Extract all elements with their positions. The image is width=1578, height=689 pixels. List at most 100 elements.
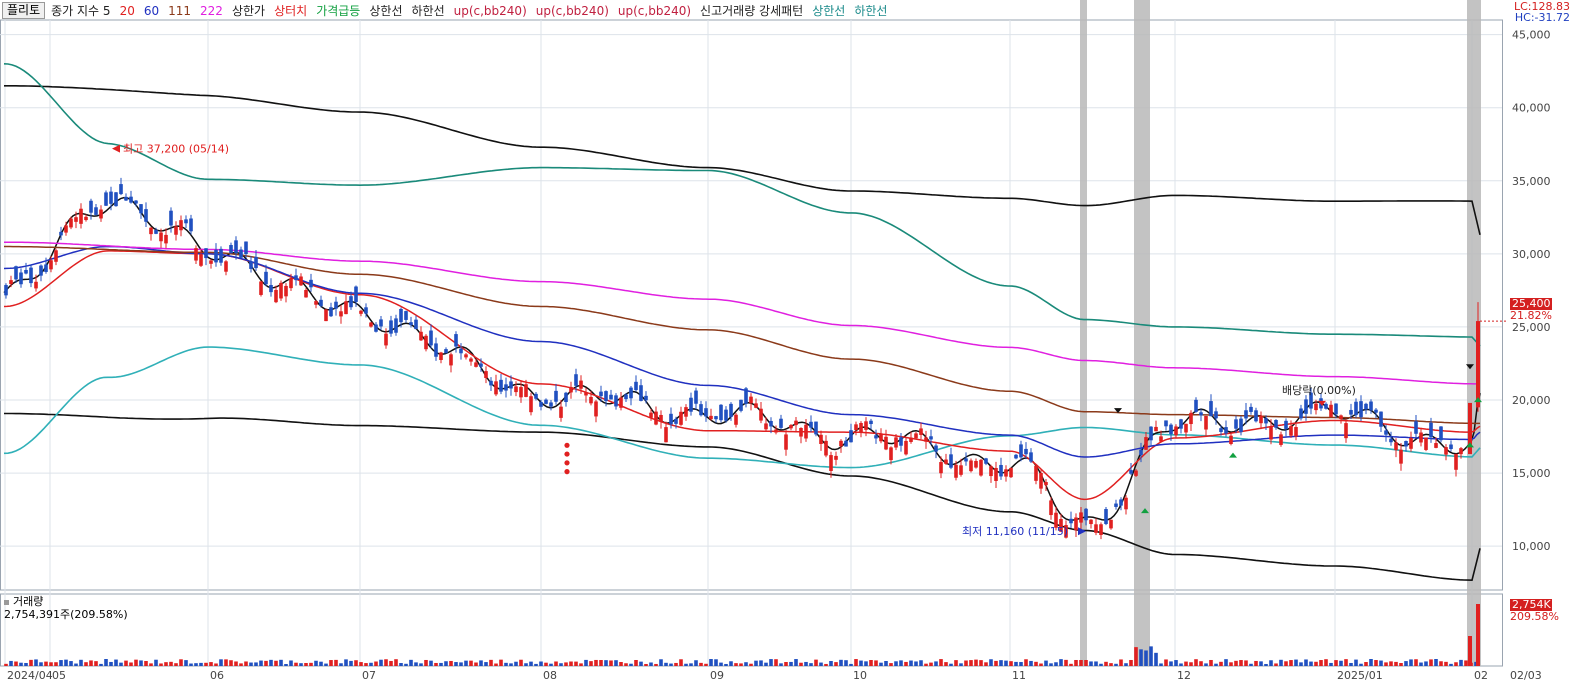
volume-bar <box>319 661 323 666</box>
volume-bar <box>469 660 473 666</box>
volume-bar <box>1024 659 1028 666</box>
volume-bar <box>1159 663 1163 666</box>
legend-item[interactable]: 222 <box>200 3 223 18</box>
candle-body <box>1279 434 1283 445</box>
volume-bar <box>544 662 548 666</box>
legend-item[interactable]: 종가 지수 5 <box>51 3 111 18</box>
candle-body <box>1144 437 1148 450</box>
stock-name-button[interactable]: 플리토 <box>2 1 46 19</box>
candle-body <box>354 286 358 302</box>
upper-band-teal <box>3 63 1481 347</box>
volume-bar <box>1464 660 1468 666</box>
volume-bar <box>839 659 843 666</box>
volume-bar <box>1139 649 1143 666</box>
candle-body <box>239 249 243 258</box>
legend-item[interactable]: 111 <box>168 3 192 18</box>
volume-bar <box>539 661 543 666</box>
volume-bar <box>1214 663 1218 666</box>
dividend-annotation: 배당락(0.00%) <box>1282 384 1356 397</box>
candle-body <box>414 319 418 330</box>
legend-item[interactable]: 상터치 <box>274 3 308 18</box>
legend-item[interactable]: 상한선 <box>812 3 846 18</box>
candle-body <box>174 226 178 235</box>
volume-bar <box>684 663 688 666</box>
candle-body <box>1444 447 1448 455</box>
volume-bar <box>1419 662 1423 666</box>
volume-bar <box>1299 662 1303 666</box>
candle-body <box>359 310 363 314</box>
volume-bar <box>144 661 148 666</box>
indicator-legend: 플리토 종가 지수 5 20 60 111 222 상한가 상터치 가격급등 상한선 하한선 up(… <box>0 0 896 20</box>
volume-bar <box>994 660 998 666</box>
candle-body <box>914 433 918 439</box>
candle-body <box>879 433 883 442</box>
candle-body <box>1309 392 1313 409</box>
legend-item[interactable]: 상한가 <box>231 3 266 18</box>
volume-bar <box>44 661 48 666</box>
candle-body <box>749 396 753 404</box>
candle-body <box>1224 427 1228 434</box>
candle-body <box>1459 448 1463 455</box>
legend-item[interactable]: 하한선 <box>411 3 445 18</box>
volume-bar <box>1294 659 1298 666</box>
volume-bar <box>1359 663 1363 666</box>
volume-bar <box>29 659 33 666</box>
volume-bar <box>269 659 273 666</box>
candle-body <box>1024 448 1028 455</box>
volume-bar <box>99 663 103 666</box>
candle-body <box>229 245 233 254</box>
volume-bar <box>834 662 838 666</box>
candle-body <box>304 289 308 298</box>
legend-item[interactable]: up(c,bb240) <box>535 3 609 18</box>
candle-body <box>1394 442 1398 451</box>
legend-item[interactable]: 신고거래량 강세패턴 <box>700 3 804 18</box>
legend-item[interactable]: 하한선 <box>854 3 888 18</box>
legend-item[interactable]: 20 <box>119 3 135 18</box>
candle-body <box>634 381 638 391</box>
volume-bar <box>919 660 923 666</box>
candle-body <box>699 404 703 416</box>
signal-dot <box>564 442 570 448</box>
candle-body <box>1364 403 1368 410</box>
legend-item[interactable]: 상한선 <box>369 3 403 18</box>
current-price-pct: 21.82% <box>1510 309 1552 322</box>
volume-bar <box>1114 663 1118 666</box>
volume-bar <box>214 663 218 666</box>
volume-bar <box>794 659 798 666</box>
volume-header: 거래량 2,754,391주(209.58%) <box>4 595 128 621</box>
volume-bar <box>1049 663 1053 666</box>
volume-bar <box>664 662 668 666</box>
volume-bar <box>599 660 603 666</box>
volume-bar <box>1059 659 1063 666</box>
volume-bar <box>689 663 693 666</box>
volume-bar <box>1449 663 1453 666</box>
volume-title: 거래량 <box>13 595 44 608</box>
volume-bar <box>1174 660 1178 666</box>
legend-item[interactable]: 60 <box>143 3 160 18</box>
candle-body <box>1074 517 1078 531</box>
volume-bar <box>559 663 563 666</box>
volume-bar <box>204 662 208 666</box>
candle-body <box>1129 470 1133 474</box>
legend-item[interactable]: up(c,bb240) <box>617 3 692 18</box>
legend-items: 종가 지수 5 20 60 111 222 상한가 상터치 가격급등 상한선 하한선 up(c,bb… <box>51 2 896 19</box>
candle-body <box>1149 426 1153 441</box>
candle-body <box>679 411 683 425</box>
candle-body <box>574 374 578 386</box>
moving-averages <box>3 196 1481 521</box>
volume-bar <box>1124 663 1128 666</box>
volume-bar <box>399 663 403 666</box>
candle-body <box>854 424 858 430</box>
volume-bar <box>254 662 258 666</box>
buy-arrow-icon <box>1141 508 1149 514</box>
candle-body <box>179 220 183 231</box>
candle-body <box>299 276 303 286</box>
volume-bar <box>129 662 133 666</box>
legend-item[interactable]: up(c,bb240) <box>453 3 527 18</box>
volume-pane-frame <box>0 593 1503 667</box>
volume-bar <box>549 663 553 666</box>
legend-item[interactable]: 가격급등 <box>316 3 361 18</box>
volume-bar <box>1189 662 1193 666</box>
volume-bar <box>949 663 953 666</box>
